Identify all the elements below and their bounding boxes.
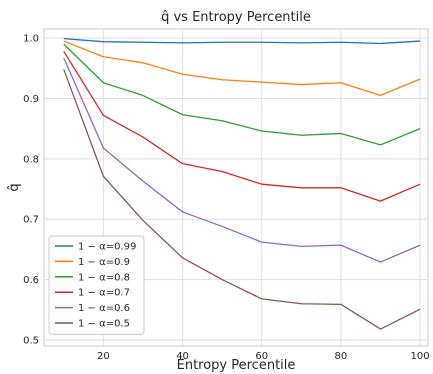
x-tick-label: 40: [176, 351, 189, 362]
y-tick-label: 0.5: [23, 335, 39, 346]
series-line-1: [63, 40, 421, 97]
series-line-0: [63, 38, 421, 45]
legend-entry-0: 1 − α=0.99: [78, 242, 136, 253]
y-tick-label: 0.7: [23, 215, 39, 226]
x-tick-label: 80: [335, 351, 348, 362]
y-tick-label: 0.9: [23, 94, 39, 105]
x-tick-label: 20: [97, 351, 110, 362]
y-tick-label: 0.6: [23, 275, 39, 286]
chart-title: q̂ vs Entropy Percentile: [161, 10, 311, 25]
y-axis-ticks: 0.5 0.6 0.7 0.8 0.9 1.0: [23, 34, 39, 347]
legend-entry-1: 1 − α=0.9: [78, 257, 130, 268]
legend-entry-2: 1 − α=0.8: [78, 272, 130, 283]
x-axis-label: Entropy Percentile: [177, 358, 296, 373]
series-line-3: [63, 50, 421, 202]
series-line-4: [63, 57, 421, 263]
legend-entry-3: 1 − α=0.7: [78, 288, 130, 299]
legend-entry-5: 1 − α=0.5: [78, 319, 130, 330]
legend: 1 − α=0.99 1 − α=0.9 1 − α=0.8 1 − α=0.7 1 −…: [48, 235, 145, 335]
legend-box: [48, 235, 145, 335]
x-tick-label: 100: [411, 351, 430, 362]
x-axis-ticks: 20 40 60 80 100: [97, 351, 430, 362]
y-tick-label: 1.0: [23, 34, 39, 45]
y-tick-label: 0.8: [23, 154, 39, 165]
series-line-5: [63, 69, 421, 330]
y-axis-label: q̂: [7, 183, 22, 191]
legend-entry-4: 1 − α=0.6: [78, 303, 130, 314]
series-lines: [63, 38, 421, 330]
series-line-2: [63, 43, 421, 146]
x-tick-label: 60: [255, 351, 268, 362]
